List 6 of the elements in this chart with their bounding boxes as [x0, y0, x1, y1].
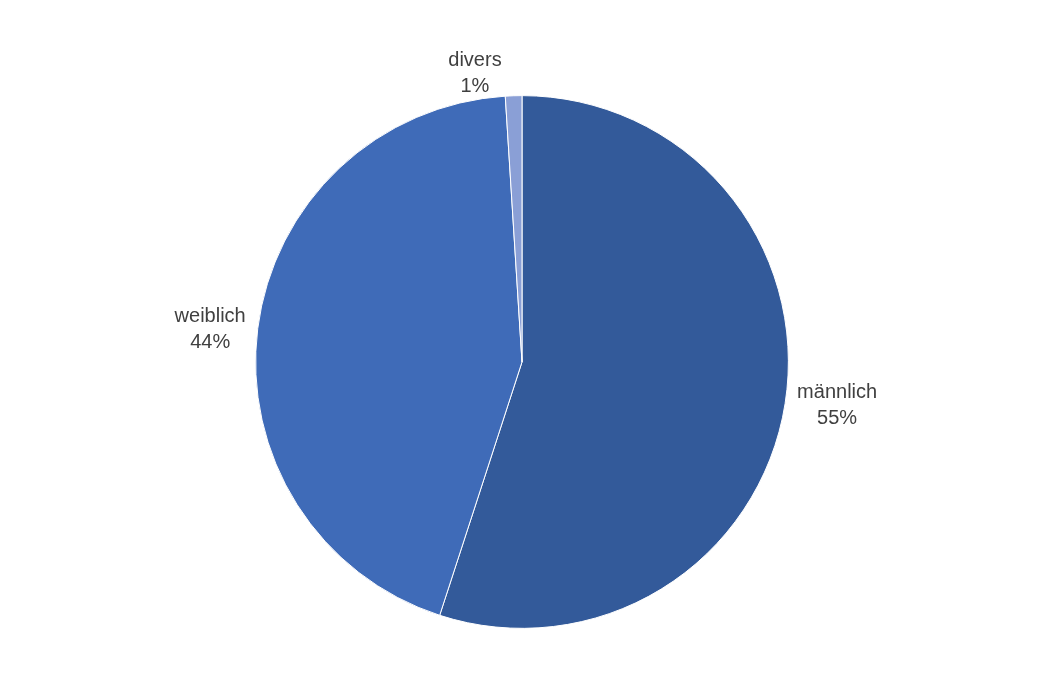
slice-label: weiblich	[173, 304, 246, 327]
slice-label: männlich	[797, 380, 878, 403]
data-label: 1%	[460, 73, 490, 96]
data-label: 44%	[190, 330, 231, 353]
data-label: 55%	[817, 406, 858, 429]
slice-label: divers	[448, 47, 502, 70]
